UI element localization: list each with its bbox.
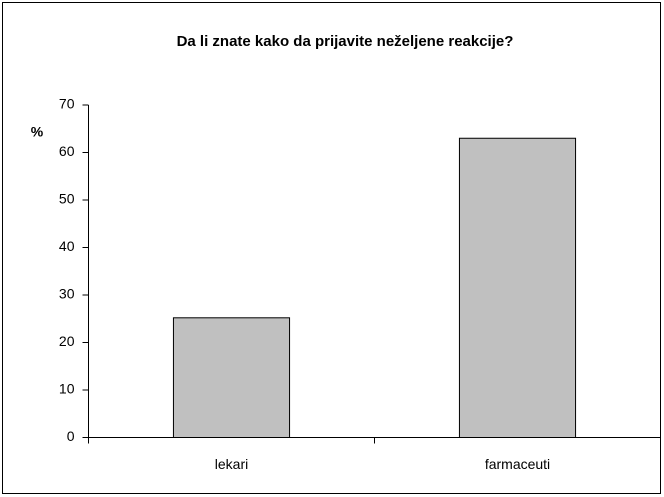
y-tick-label: 70 <box>59 96 75 112</box>
y-axis-label: % <box>31 124 44 140</box>
y-tick-label: 30 <box>59 286 75 302</box>
x-tick-label: lekari <box>215 456 248 472</box>
bar <box>458 137 577 438</box>
y-tick-label: 10 <box>59 381 75 397</box>
y-tick-label: 40 <box>59 238 75 254</box>
x-tick-label: farmaceuti <box>485 456 550 472</box>
chart-title: Da li znate kako da prijavite neželjene … <box>177 33 514 50</box>
bar <box>172 317 291 438</box>
y-tick-label: 50 <box>59 191 75 207</box>
y-tick-label: 0 <box>67 428 75 444</box>
y-tick-label: 20 <box>59 333 75 349</box>
y-tick-label: 60 <box>59 143 75 159</box>
